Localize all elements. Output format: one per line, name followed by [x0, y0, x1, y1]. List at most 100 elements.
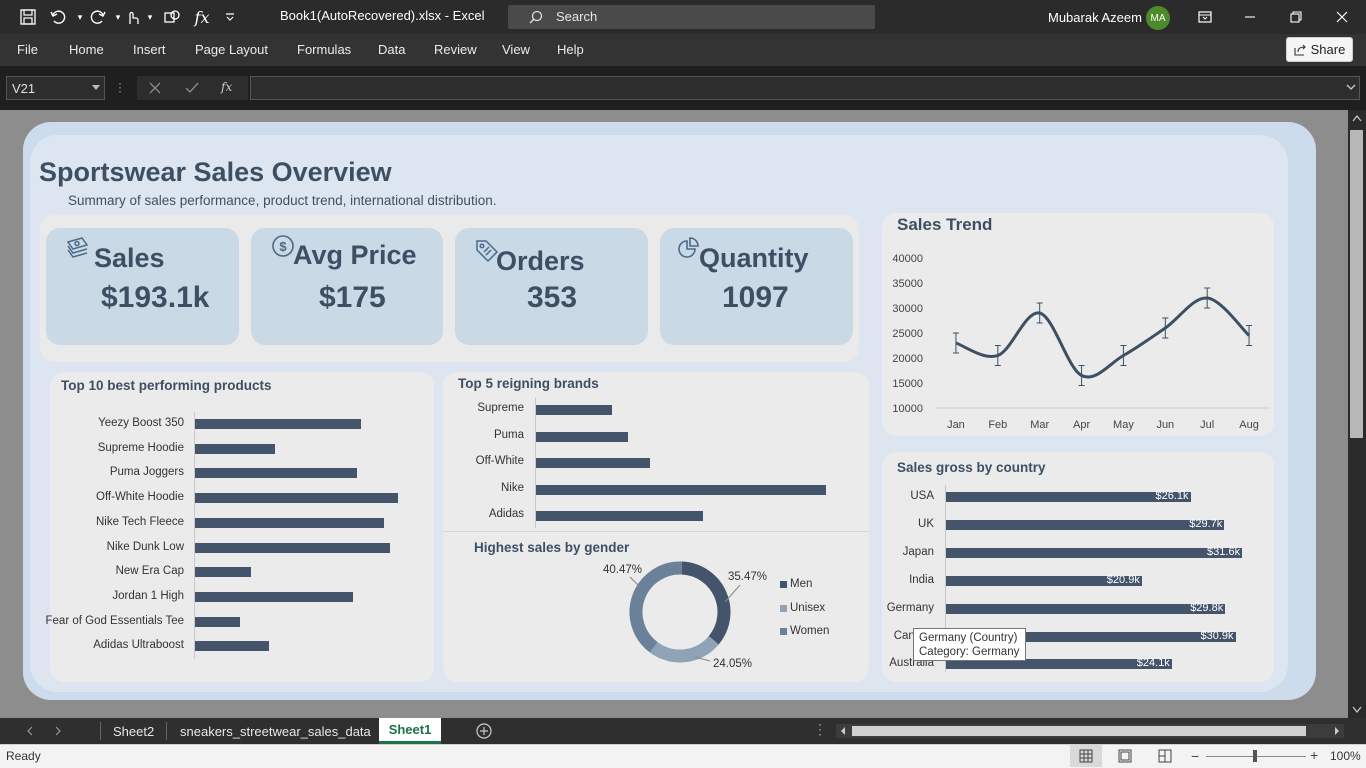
scroll-down-icon[interactable] — [1352, 706, 1362, 714]
sheet-tab-sales-data[interactable]: sneakers_streetwear_sales_data — [180, 723, 371, 739]
sheet-tab-sheet1[interactable]: Sheet1 — [379, 718, 441, 744]
legend-swatch-men — [780, 581, 787, 588]
zoom-slider-thumb[interactable] — [1253, 750, 1257, 762]
add-sheet-icon[interactable] — [475, 722, 493, 740]
undo-dropdown-icon[interactable]: ▾ — [77, 11, 83, 22]
more-options-icon[interactable]: · · · — [118, 76, 122, 98]
tab-scroll-right-icon[interactable] — [54, 726, 62, 736]
menu-formulas[interactable]: Formulas — [297, 42, 352, 57]
product-bar — [195, 641, 269, 652]
sales-trend-line[interactable] — [955, 296, 1251, 379]
product-bar — [195, 443, 275, 454]
top-brands-title: Top 5 reigning brands — [458, 376, 599, 391]
product-label: Jordan 1 High — [112, 589, 184, 602]
kpi-value-quantity: 1097 — [722, 281, 789, 314]
menu-help[interactable]: Help — [557, 42, 584, 57]
tab-options-icon[interactable]: · · · — [818, 717, 822, 741]
search-box[interactable]: Search — [508, 5, 875, 29]
tooltip-line-2: Category: Germany — [919, 646, 1020, 658]
brands-gender-panel[interactable] — [443, 372, 869, 682]
redo-dropdown-icon[interactable]: ▾ — [115, 11, 121, 22]
tooltip-line-1: Germany (Country) — [919, 632, 1018, 644]
confirm-entry-icon[interactable] — [185, 82, 199, 94]
country-data-label: $20.9k — [1106, 573, 1140, 586]
y-tick-label: 10000 — [892, 403, 923, 415]
country-data-label: $29.7k — [1189, 517, 1223, 530]
scroll-up-icon[interactable] — [1352, 114, 1362, 122]
name-box[interactable]: V21 — [6, 76, 105, 100]
product-label: Puma Joggers — [109, 466, 184, 479]
error-bar — [1246, 325, 1253, 346]
donut-slice-unisex[interactable] — [649, 635, 719, 663]
share-button[interactable]: Share — [1286, 37, 1353, 62]
legend-women: Women — [790, 625, 830, 637]
donut-slice-men[interactable] — [681, 561, 731, 645]
touch-dropdown-icon[interactable]: ▾ — [147, 11, 153, 22]
x-tick-label: Jun — [1156, 419, 1174, 431]
tab-scroll-left-icon[interactable] — [26, 726, 34, 736]
vertical-scroll-thumb[interactable] — [1350, 130, 1363, 438]
sheet-tab-sheet2[interactable]: Sheet2 — [113, 723, 155, 739]
brand-label: Adidas — [488, 508, 524, 520]
sales-trend-chart: 40000 35000 30000 25000 20000 15000 10000 Jan Fe… — [892, 253, 1270, 431]
legend-unisex: Unisex — [790, 602, 826, 614]
zoom-level[interactable]: 100% — [1330, 749, 1361, 763]
brand-bar — [536, 458, 650, 468]
page-layout-view-icon[interactable] — [1118, 749, 1132, 763]
brand-bar — [536, 405, 612, 415]
legend-swatch-women — [780, 628, 787, 635]
customize-toolbar-icon[interactable] — [218, 5, 242, 29]
scroll-left-icon[interactable] — [839, 726, 847, 736]
chevron-down-icon[interactable] — [92, 85, 100, 90]
menu-view[interactable]: View — [502, 42, 530, 57]
formula-input[interactable] — [250, 76, 1360, 100]
kpi-card-quantity[interactable] — [660, 228, 853, 345]
menu-file[interactable]: File — [17, 42, 38, 57]
country-data-label: $24.1k — [1136, 657, 1170, 670]
sales-trend-panel[interactable] — [882, 213, 1274, 436]
top-products-axis — [194, 412, 195, 659]
undo-icon[interactable] — [46, 5, 70, 29]
insert-function-icon[interactable]: fx — [221, 80, 233, 94]
kpi-label-quantity: Quantity — [699, 243, 809, 273]
ribbon-display-options-icon[interactable] — [1193, 5, 1217, 29]
y-tick-label: 40000 — [892, 253, 923, 265]
restore-icon[interactable] — [1284, 5, 1308, 29]
user-name[interactable]: Mubarak Azeem — [1048, 10, 1142, 25]
minimize-icon[interactable] — [1238, 5, 1262, 29]
donut-slice-women[interactable] — [629, 561, 683, 653]
page-break-view-icon[interactable] — [1158, 749, 1172, 763]
error-bar — [952, 332, 959, 354]
expand-formula-bar-icon[interactable] — [1346, 84, 1356, 92]
menu-data[interactable]: Data — [378, 42, 406, 57]
menu-insert[interactable]: Insert — [133, 42, 166, 57]
shapes-icon[interactable] — [160, 5, 184, 29]
redo-icon[interactable] — [86, 5, 110, 29]
x-tick-label: Mar — [1030, 419, 1049, 431]
menu-page-layout[interactable]: Page Layout — [195, 42, 269, 57]
country-bar — [946, 519, 1225, 530]
tab-divider — [100, 722, 101, 740]
scroll-right-icon[interactable] — [1333, 726, 1341, 736]
x-tick-label: May — [1113, 419, 1134, 431]
normal-view-button[interactable] — [1070, 745, 1102, 767]
donut-label-women: 40.47% — [603, 564, 643, 576]
x-tick-label: Feb — [988, 419, 1007, 431]
menu-review[interactable]: Review — [434, 42, 477, 57]
touch-mode-icon[interactable] — [120, 5, 144, 29]
close-icon[interactable] — [1330, 5, 1354, 29]
save-icon[interactable] — [16, 5, 40, 29]
cancel-entry-icon[interactable] — [149, 82, 161, 94]
country-data-label: $31.6k — [1207, 545, 1241, 558]
pie-chart-icon — [678, 237, 699, 258]
kpi-card-avg-price[interactable] — [251, 228, 443, 345]
horizontal-scroll-thumb[interactable] — [852, 726, 1306, 736]
zoom-out-icon[interactable]: − — [1191, 748, 1200, 764]
x-tick-label: Apr — [1073, 419, 1090, 431]
kpi-card-orders[interactable] — [455, 228, 648, 345]
function-icon[interactable]: fx — [194, 7, 210, 27]
menu-home[interactable]: Home — [69, 42, 104, 57]
country-bar — [946, 603, 1226, 614]
zoom-in-icon[interactable]: + — [1310, 747, 1319, 763]
avatar[interactable]: MA — [1146, 6, 1170, 30]
